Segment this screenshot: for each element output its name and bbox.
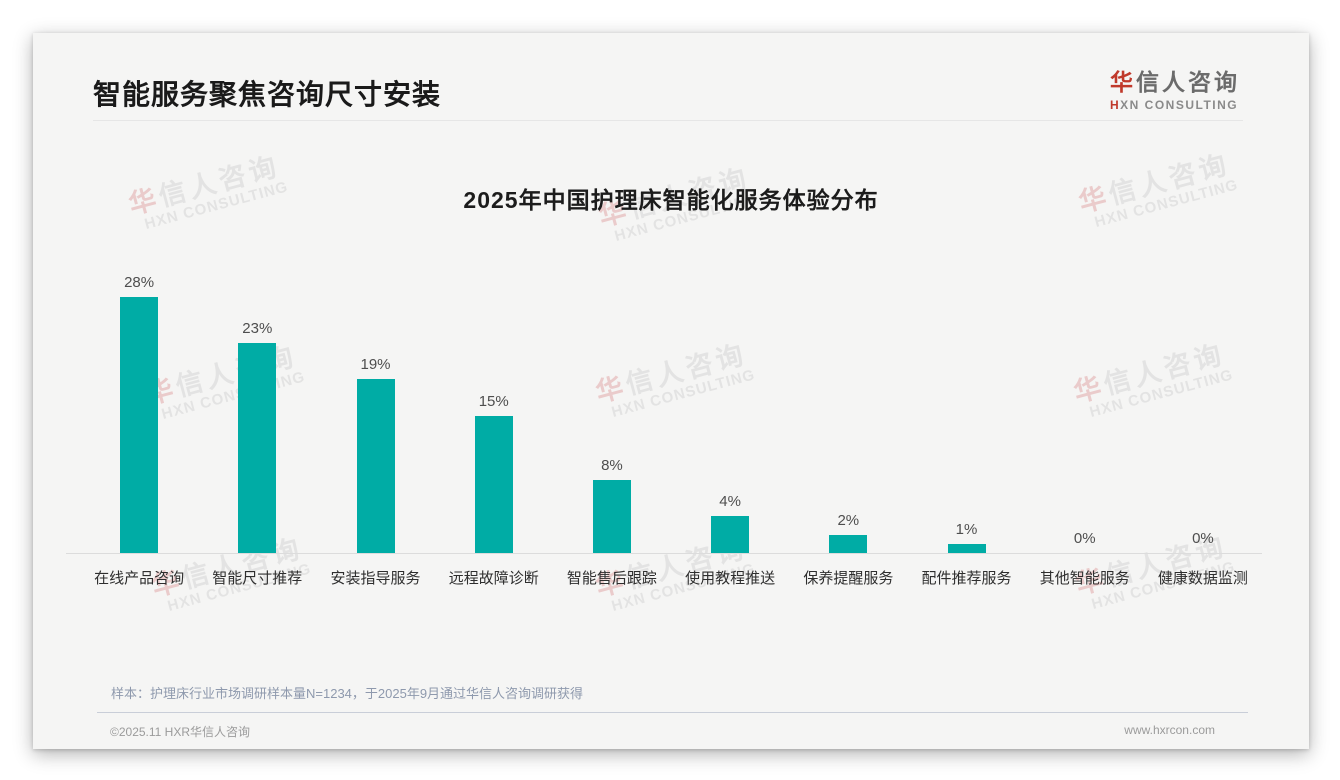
category-axis: 在线产品咨询 智能尺寸推荐 安装指导服务 远程故障诊断 智能售后跟踪 使用教程推送 保养提醒… <box>80 554 1262 588</box>
category-label: 智能尺寸推荐 <box>212 570 303 587</box>
bar-slot: 4% <box>671 273 789 553</box>
bar-value-label: 0% <box>1073 530 1096 547</box>
bar-value-label: 4% <box>719 493 741 510</box>
footer: ©2025.11 HXR华信人咨询 www.hxrcon.com <box>110 723 1215 740</box>
report-card: 智能服务聚焦咨询尺寸安装 华信人咨询 HXN CONSULTING 2025年中… <box>33 33 1309 749</box>
bar-value-label: 15% <box>478 393 509 410</box>
bar[interactable] <box>120 297 159 553</box>
bar-slot: 8% <box>553 273 671 553</box>
bar[interactable] <box>947 544 986 553</box>
brand-logo-chinese: 华信人咨询 <box>1110 69 1240 95</box>
bar-slot: 23% <box>198 273 316 553</box>
page-title: 智能服务聚焦咨询尺寸安装 <box>93 79 442 110</box>
bar-value-label: 1% <box>955 521 978 538</box>
bar-slot: 0% <box>1144 273 1262 553</box>
bar-slot: 1% <box>907 273 1025 553</box>
sample-note: 样本：护理床行业市场调研样本量N=1234，于2025年9月通过华信人咨询调研获… <box>111 686 584 701</box>
bar-slot: 15% <box>435 273 553 553</box>
bar-value-label: 28% <box>124 274 155 291</box>
bar-chart: 28% 23% 19% 15% 8% 4% 2% 1% 0% 0% 在线产品咨询 智能尺寸推荐 安装指… <box>66 273 1262 588</box>
bar[interactable] <box>474 416 513 553</box>
bar-slot: 28% <box>80 273 198 553</box>
category-label: 在线产品咨询 <box>94 570 185 587</box>
header-divider <box>93 120 1243 121</box>
category-label: 配件推荐服务 <box>921 570 1012 587</box>
category-label: 其他智能服务 <box>1039 570 1130 587</box>
website-url: www.hxrcon.com <box>1124 723 1215 737</box>
bar-value-label: 19% <box>360 356 391 373</box>
copyright-text: ©2025.11 HXR华信人咨询 <box>110 725 250 739</box>
category-label: 智能售后跟踪 <box>566 570 657 587</box>
category-label: 健康数据监测 <box>1157 570 1248 587</box>
bar[interactable] <box>711 516 750 553</box>
category-label: 安装指导服务 <box>330 570 421 587</box>
chart-title: 2025年中国护理床智能化服务体验分布 <box>463 187 879 213</box>
bar[interactable] <box>356 379 395 553</box>
bar-value-label: 2% <box>837 512 860 529</box>
brand-logo: 华信人咨询 HXN CONSULTING <box>1110 63 1240 112</box>
bar-slot: 2% <box>789 273 907 553</box>
bar[interactable] <box>829 535 868 553</box>
bar-value-label: 8% <box>601 457 623 474</box>
bar-slot: 19% <box>316 273 434 553</box>
bar-value-label: 0% <box>1192 530 1214 547</box>
footer-divider <box>97 712 1248 713</box>
brand-logo-english: HXN CONSULTING <box>1110 98 1239 112</box>
bar[interactable] <box>238 343 277 553</box>
bar-slot: 0% <box>1026 273 1144 553</box>
bar-value-label: 23% <box>242 320 273 337</box>
category-label: 使用教程推送 <box>685 570 776 587</box>
bar[interactable] <box>592 480 631 553</box>
bars-area: 28% 23% 19% 15% 8% 4% 2% 1% 0% 0% <box>80 273 1262 553</box>
category-label: 远程故障诊断 <box>448 570 539 587</box>
category-label: 保养提醒服务 <box>803 570 894 587</box>
x-axis-line <box>66 553 1262 554</box>
